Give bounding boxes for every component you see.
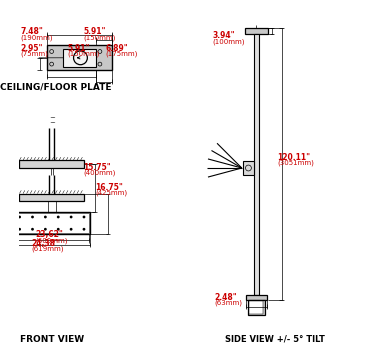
Bar [250, 301, 264, 314]
Text: (150mm): (150mm) [83, 34, 116, 41]
Text: FRONT VIEW: FRONT VIEW [20, 335, 84, 344]
Circle shape [70, 228, 72, 231]
Text: 16.75": 16.75" [96, 183, 123, 192]
Bar [243, 161, 253, 175]
Text: 2.95": 2.95" [21, 44, 43, 52]
Circle shape [18, 216, 21, 218]
Text: (400mm): (400mm) [83, 170, 116, 176]
Text: (619mm): (619mm) [32, 246, 64, 252]
Text: 24,38": 24,38" [32, 239, 60, 248]
Text: (600mm): (600mm) [35, 237, 68, 243]
Bar [63, 49, 96, 67]
Text: CEILING/FLOOR PLATE: CEILING/FLOOR PLATE [0, 83, 111, 92]
Text: ~
~: ~ ~ [49, 115, 55, 126]
Circle shape [44, 216, 47, 218]
Bar [19, 193, 84, 201]
Circle shape [70, 216, 72, 218]
Bar [245, 28, 268, 34]
Bar [19, 160, 84, 168]
Circle shape [18, 228, 21, 231]
Text: (75mm): (75mm) [21, 50, 48, 57]
Bar [13, 212, 90, 235]
Text: (175mm): (175mm) [105, 50, 138, 57]
Text: (3051mm): (3051mm) [277, 160, 314, 166]
Text: (63mm): (63mm) [214, 300, 243, 306]
Text: 5.91": 5.91" [68, 44, 90, 52]
Text: 3.94": 3.94" [213, 31, 235, 40]
Text: (425mm): (425mm) [96, 190, 128, 196]
Bar [248, 300, 265, 315]
Circle shape [44, 228, 47, 231]
Text: 2.48": 2.48" [214, 293, 237, 302]
Bar [48, 45, 112, 70]
Text: 23,62": 23,62" [35, 230, 63, 240]
Text: (190mm): (190mm) [21, 34, 53, 41]
Text: 5.91": 5.91" [83, 27, 106, 36]
Circle shape [31, 216, 34, 218]
Circle shape [57, 216, 60, 218]
Text: 120.11": 120.11" [277, 153, 311, 162]
Circle shape [57, 228, 60, 231]
Circle shape [82, 228, 86, 231]
Text: (150mm): (150mm) [68, 50, 100, 57]
Bar [15, 213, 89, 233]
Text: 6.89": 6.89" [105, 44, 128, 52]
Circle shape [31, 228, 34, 231]
Text: 7.48": 7.48" [21, 27, 43, 36]
Text: 15.75": 15.75" [83, 163, 111, 172]
Circle shape [82, 216, 86, 218]
Bar [253, 34, 259, 295]
Bar [246, 295, 267, 300]
Text: SIDE VIEW +/- 5° TILT: SIDE VIEW +/- 5° TILT [225, 335, 325, 344]
Text: (100mm): (100mm) [213, 38, 245, 45]
